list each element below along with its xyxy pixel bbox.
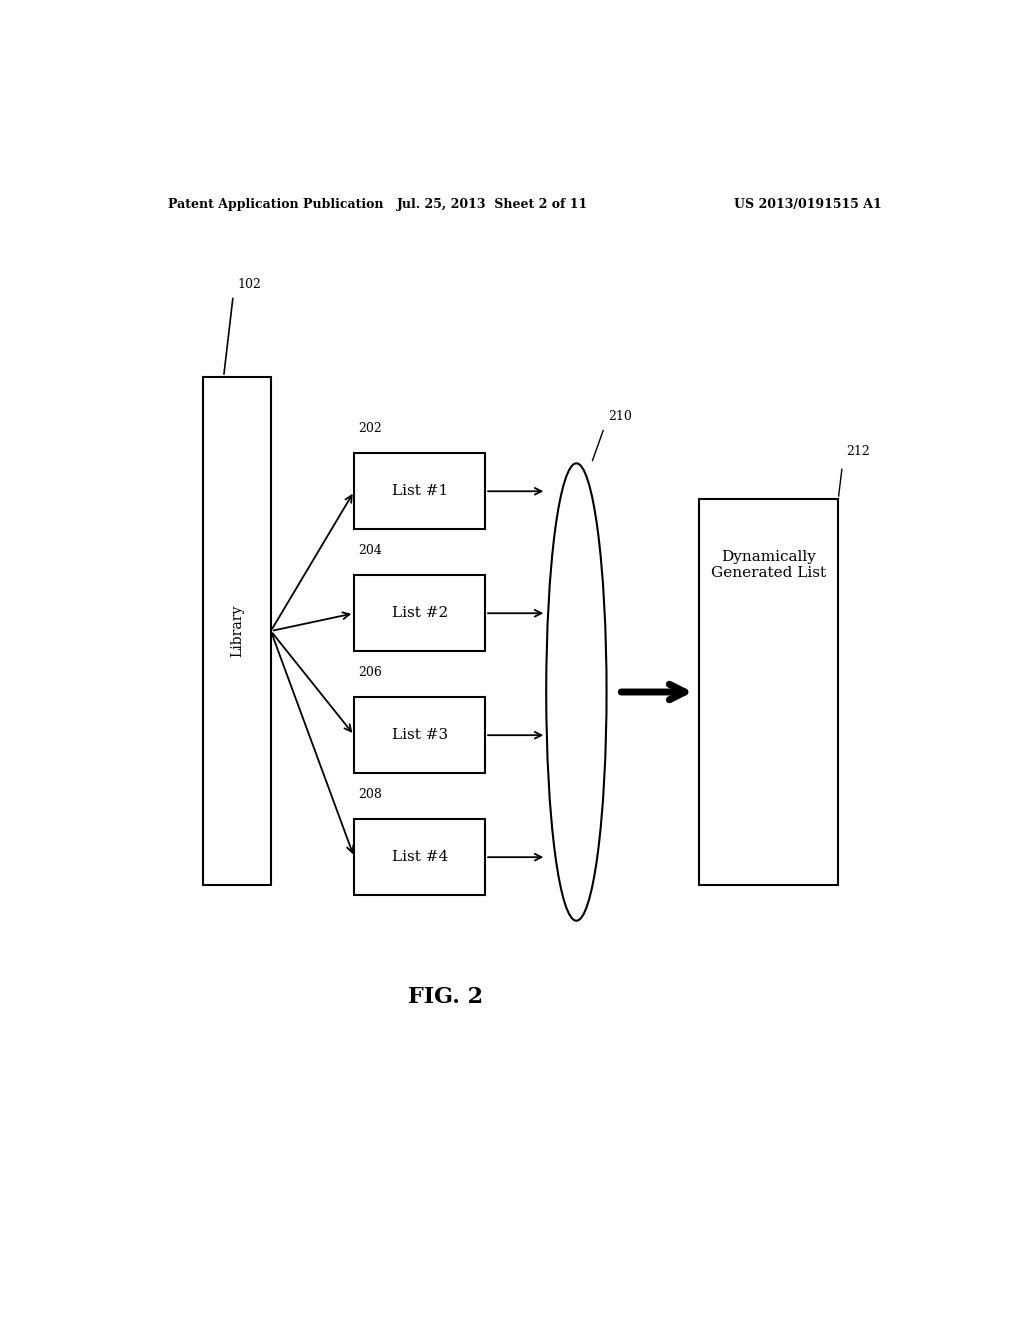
- Bar: [354, 576, 485, 651]
- Text: List #2: List #2: [391, 606, 447, 620]
- Text: Jul. 25, 2013  Sheet 2 of 11: Jul. 25, 2013 Sheet 2 of 11: [397, 198, 589, 211]
- Text: List #3: List #3: [391, 729, 447, 742]
- Text: 212: 212: [846, 445, 870, 458]
- Bar: [354, 697, 485, 774]
- Text: 102: 102: [238, 277, 261, 290]
- Text: 204: 204: [358, 544, 382, 557]
- Text: US 2013/0191515 A1: US 2013/0191515 A1: [734, 198, 882, 211]
- Text: List #4: List #4: [391, 850, 447, 865]
- Text: FIG. 2: FIG. 2: [408, 986, 483, 1008]
- Text: List #1: List #1: [391, 484, 447, 498]
- Text: Library: Library: [230, 605, 244, 657]
- Text: Dynamically
Generated List: Dynamically Generated List: [712, 550, 826, 579]
- Ellipse shape: [546, 463, 606, 921]
- Text: 210: 210: [608, 409, 632, 422]
- Text: 206: 206: [358, 665, 382, 678]
- Text: 208: 208: [358, 788, 382, 801]
- Bar: [354, 453, 485, 529]
- Bar: [699, 499, 839, 886]
- Bar: [204, 378, 270, 886]
- Text: Patent Application Publication: Patent Application Publication: [168, 198, 383, 211]
- Text: 202: 202: [358, 422, 382, 434]
- Bar: [354, 818, 485, 895]
